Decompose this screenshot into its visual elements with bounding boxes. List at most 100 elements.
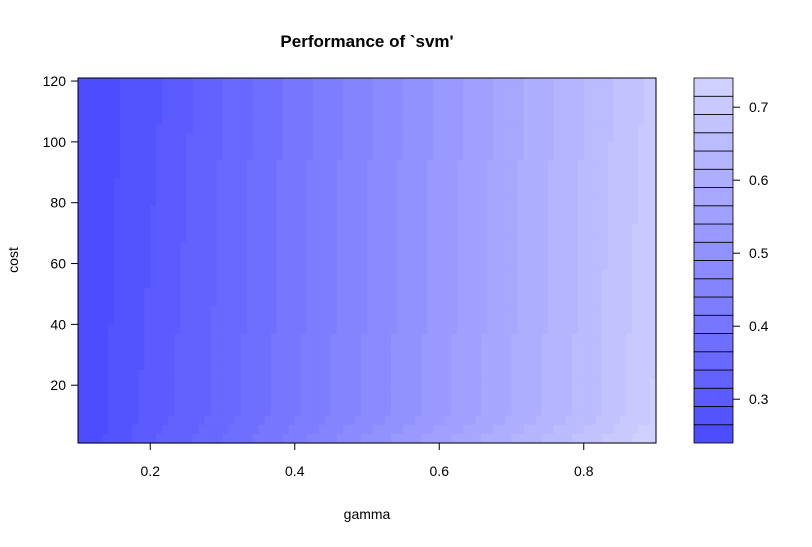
heatmap-cell xyxy=(306,306,314,316)
heatmap-cell xyxy=(439,105,446,116)
heatmap-cell xyxy=(511,278,519,289)
heatmap-cell xyxy=(126,406,133,417)
heatmap-cell xyxy=(547,87,555,97)
colorbar-level xyxy=(693,387,734,407)
heatmap-cell xyxy=(481,342,489,353)
heatmap-cell xyxy=(144,360,151,371)
heatmap-cell xyxy=(162,151,169,161)
heatmap-cell xyxy=(367,333,374,344)
heatmap-cell xyxy=(481,242,489,252)
heatmap-cell xyxy=(246,370,254,380)
heatmap-cell xyxy=(589,287,597,298)
heatmap-cell xyxy=(631,105,639,116)
heatmap-cell xyxy=(96,433,103,444)
heatmap-cell xyxy=(90,151,97,161)
heatmap-cell xyxy=(421,342,428,353)
heatmap-cell xyxy=(451,360,458,371)
heatmap-cell xyxy=(487,233,495,243)
heatmap-cell xyxy=(523,187,531,198)
heatmap-cell xyxy=(595,379,603,389)
heatmap-cell xyxy=(499,415,507,426)
heatmap-cell xyxy=(168,214,175,225)
heatmap-cell xyxy=(120,105,127,116)
heatmap-cell xyxy=(499,214,507,225)
heatmap-cell xyxy=(222,315,230,325)
heatmap-cell xyxy=(451,397,458,408)
heatmap-cell xyxy=(258,278,266,289)
heatmap-cell xyxy=(168,324,175,335)
heatmap-cell xyxy=(186,370,193,380)
heatmap-cell xyxy=(391,151,398,161)
heatmap-cell xyxy=(354,388,362,398)
heatmap-cell xyxy=(451,287,458,298)
heatmap-cell xyxy=(625,187,633,198)
heatmap-cell xyxy=(619,105,627,116)
heatmap-cell xyxy=(270,224,278,234)
heatmap-cell xyxy=(162,87,169,97)
heatmap-cell xyxy=(583,196,591,207)
heatmap-cell xyxy=(439,287,446,298)
heatmap-cell xyxy=(469,114,476,125)
heatmap-cell xyxy=(342,370,350,380)
heatmap-cell xyxy=(421,278,428,289)
heatmap-cell xyxy=(156,114,163,125)
heatmap-cell xyxy=(475,105,482,116)
heatmap-cell xyxy=(324,151,332,161)
heatmap-cell xyxy=(216,96,224,106)
heatmap-cell xyxy=(138,123,145,134)
heatmap-cell xyxy=(511,169,519,179)
heatmap-cell xyxy=(499,397,507,408)
heatmap-cell xyxy=(84,287,91,298)
heatmap-cell xyxy=(601,160,609,170)
heatmap-cell xyxy=(511,123,519,134)
heatmap-cell xyxy=(258,433,266,444)
heatmap-cell xyxy=(228,233,236,243)
heatmap-cell xyxy=(252,214,260,225)
heatmap-cell xyxy=(523,214,531,225)
heatmap-cell xyxy=(222,141,230,152)
heatmap-cell xyxy=(150,287,157,298)
heatmap-cell xyxy=(547,169,555,179)
heatmap-cell xyxy=(601,406,609,417)
heatmap-cell xyxy=(246,287,254,298)
heatmap-cell xyxy=(360,187,368,198)
heatmap-cell xyxy=(529,260,537,271)
heatmap-cell xyxy=(397,278,404,289)
heatmap-cell xyxy=(643,269,651,280)
heatmap-cell xyxy=(258,360,266,371)
heatmap-cell xyxy=(541,233,549,243)
heatmap-cell xyxy=(535,123,543,134)
heatmap-cell xyxy=(643,315,651,325)
heatmap-cell xyxy=(234,388,242,398)
heatmap-cell xyxy=(373,306,380,316)
heatmap-cell xyxy=(192,114,200,125)
heatmap-cell xyxy=(631,397,639,408)
heatmap-cell xyxy=(637,160,645,170)
heatmap-cell xyxy=(511,342,519,353)
heatmap-cell xyxy=(595,224,603,234)
heatmap-cell xyxy=(204,251,212,262)
heatmap-cell xyxy=(439,260,446,271)
heatmap-cell xyxy=(397,260,404,271)
heatmap-cell xyxy=(409,397,416,408)
heatmap-cell xyxy=(210,251,218,262)
heatmap-cell xyxy=(577,187,585,198)
heatmap-cell xyxy=(300,151,308,161)
heatmap-cell xyxy=(360,105,368,116)
heatmap-cell xyxy=(523,114,531,125)
heatmap-cell xyxy=(282,187,290,198)
heatmap-cell xyxy=(547,260,555,271)
heatmap-cell xyxy=(463,269,470,280)
heatmap-cell xyxy=(336,287,344,298)
heatmap-cell xyxy=(174,105,181,116)
heatmap-cell xyxy=(589,433,597,444)
heatmap-cell xyxy=(246,87,254,97)
heatmap-cell xyxy=(505,406,513,417)
heatmap-cell xyxy=(204,287,212,298)
heatmap-cell xyxy=(535,214,543,225)
heatmap-cell xyxy=(367,169,374,179)
heatmap-cell xyxy=(342,278,350,289)
heatmap-cell xyxy=(120,269,127,280)
heatmap-cell xyxy=(192,433,200,444)
heatmap-cell xyxy=(312,105,320,116)
